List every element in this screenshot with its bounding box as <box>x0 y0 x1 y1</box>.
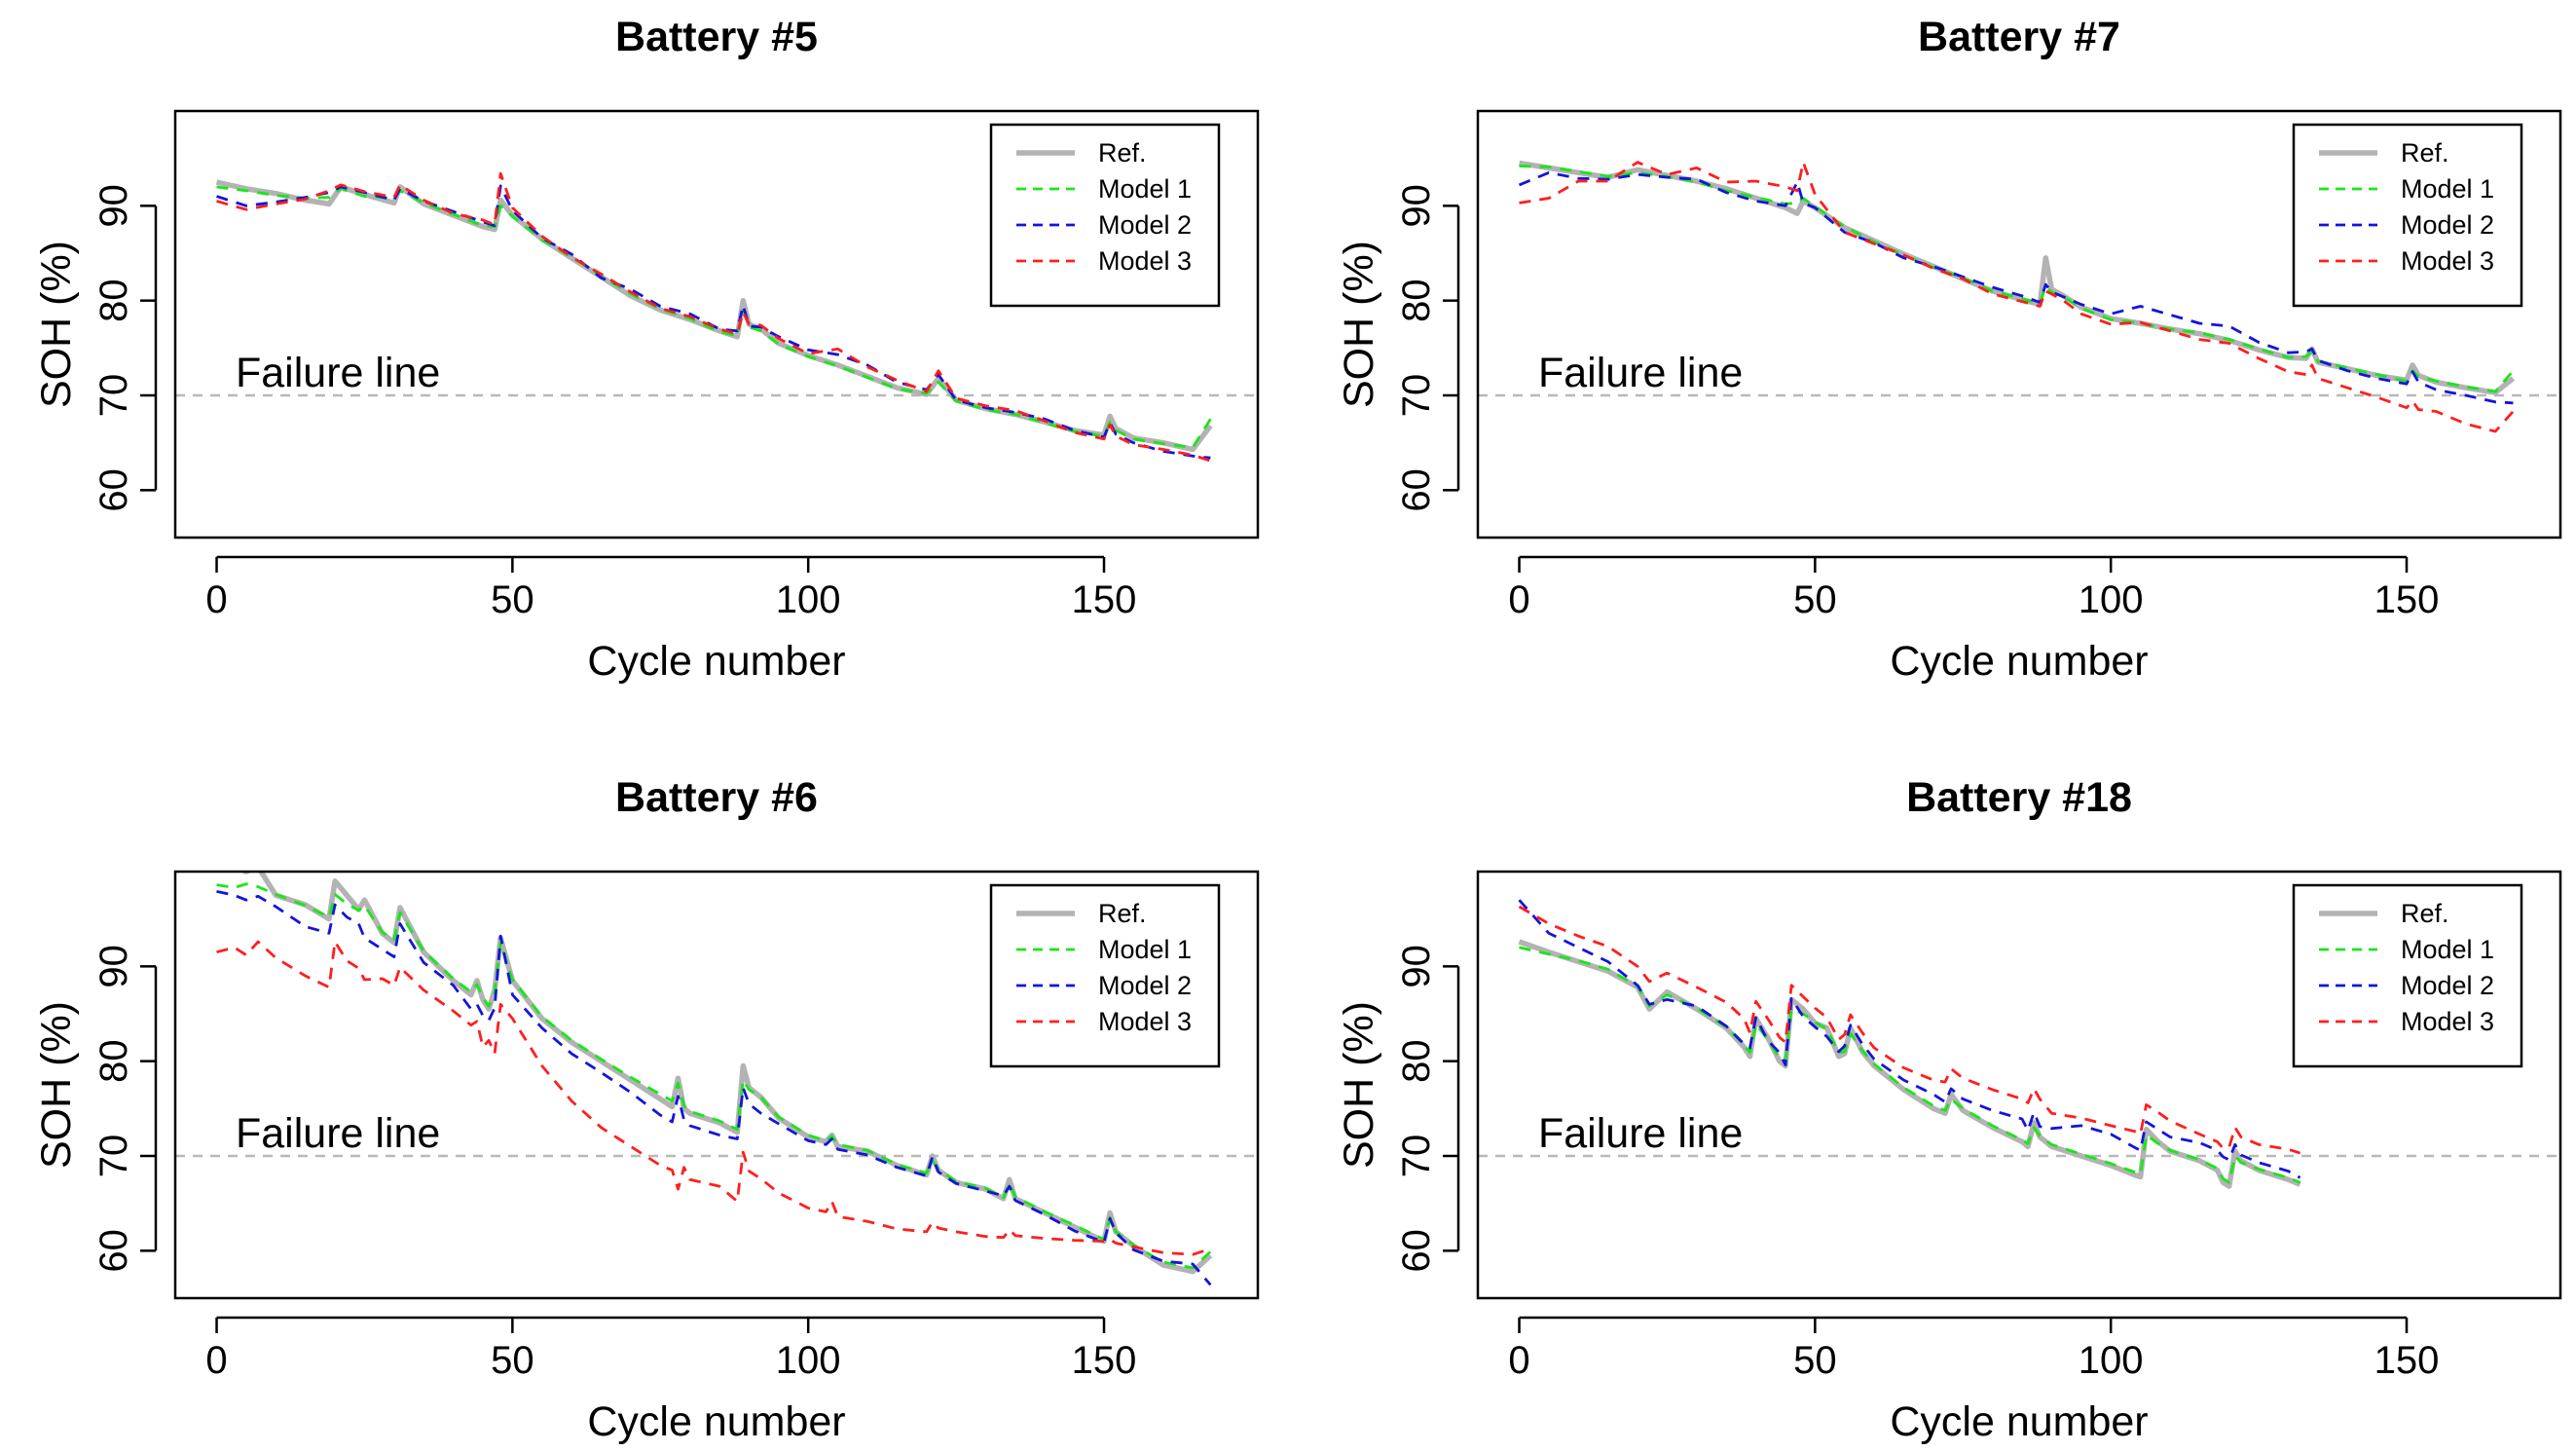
legend: Ref. Model 1 Model 2 Model 3 <box>989 883 1221 1068</box>
x-tick-label: 0 <box>205 1339 227 1382</box>
plot-frame <box>173 870 1260 1300</box>
x-tick-label: 100 <box>2079 578 2144 621</box>
plot-frame <box>1476 870 2562 1300</box>
series-line-model-3 <box>1518 905 2301 1155</box>
y-tick-label: 60 <box>1395 468 1438 512</box>
legend-entry: Model 1 <box>2401 935 2494 964</box>
x-tick-label: 0 <box>1508 1339 1529 1382</box>
failure-line-label: Failure line <box>236 350 440 396</box>
x-axis-label: Cycle number <box>1890 1398 2148 1445</box>
legend-entry: Ref. <box>1098 899 1147 928</box>
legend-entry: Ref. <box>2401 138 2449 168</box>
x-tick-label: 0 <box>205 578 227 621</box>
plot-frame <box>173 109 1260 540</box>
y-tick-label: 80 <box>92 279 135 322</box>
legend: Ref. Model 1 Model 2 Model 3 <box>2292 123 2523 308</box>
y-axis-label: SOH (%) <box>33 1001 80 1169</box>
x-tick-label: 0 <box>1508 578 1529 621</box>
x-axis-label: Cycle number <box>587 638 845 685</box>
x-tick-label: 100 <box>776 578 841 621</box>
chart-panel: Battery #18 Failure line 0 50 100 150 Cycle nu… <box>1336 774 2562 1445</box>
series-line-model-1 <box>1519 165 2515 393</box>
x-tick-label: 50 <box>1793 578 1837 621</box>
legend-entry: Model 3 <box>1098 246 1192 276</box>
x-tick-label: 150 <box>1072 1339 1137 1382</box>
y-tick-label: 90 <box>1395 945 1438 988</box>
legend-entry: Model 1 <box>2401 174 2494 204</box>
legend-entry: Model 3 <box>1098 1007 1192 1036</box>
legend-entry: Model 3 <box>2401 246 2494 276</box>
y-tick-label: 80 <box>1395 1039 1438 1083</box>
series-group <box>1518 899 2301 1189</box>
legend-entry: Model 2 <box>2401 971 2494 1000</box>
y-tick-label: 70 <box>92 1135 135 1178</box>
series-line-model-2 <box>1518 899 2301 1179</box>
series-group <box>216 872 1213 1286</box>
y-tick-label: 70 <box>1395 374 1438 418</box>
series-line-model-3 <box>216 940 1211 1256</box>
x-axis-label: Cycle number <box>587 1398 845 1445</box>
x-tick-label: 50 <box>1793 1339 1837 1382</box>
x-tick-label: 150 <box>2374 1339 2440 1382</box>
chart-title: Battery #18 <box>1906 774 2132 821</box>
y-tick-label: 90 <box>92 945 135 988</box>
legend-entry: Model 1 <box>1098 935 1192 964</box>
chart-title: Battery #6 <box>615 774 818 821</box>
chart-title: Battery #5 <box>615 14 818 60</box>
series-line-model-1 <box>216 882 1212 1270</box>
y-tick-label: 60 <box>92 1229 135 1273</box>
series-group <box>1518 160 2516 433</box>
legend-entry: Model 2 <box>1098 210 1192 240</box>
series-line-model-1 <box>1519 946 2301 1184</box>
legend: Ref. Model 1 Model 2 Model 3 <box>989 123 1221 308</box>
y-tick-label: 60 <box>92 468 135 512</box>
x-tick-label: 150 <box>1072 578 1137 621</box>
x-axis-label: Cycle number <box>1890 638 2148 685</box>
failure-line-label: Failure line <box>1538 1110 1743 1157</box>
failure-line-label: Failure line <box>236 1110 440 1157</box>
y-tick-label: 90 <box>1395 184 1438 228</box>
series-line-model-2 <box>216 890 1212 1286</box>
legend-entry: Model 2 <box>1098 971 1192 1000</box>
y-tick-label: 80 <box>1395 279 1438 322</box>
series-group <box>215 171 1213 463</box>
series-line-model-3 <box>1519 161 2515 433</box>
legend: Ref. Model 1 Model 2 Model 3 <box>2292 883 2523 1068</box>
chart-panel: Battery #6 Failure line 0 50 100 150 Cycle num… <box>33 774 1260 1445</box>
series-line-ref <box>239 872 1213 1275</box>
chart-panel: Battery #7 Failure line 0 50 100 150 Cycle num… <box>1336 14 2562 685</box>
plot-frame <box>1476 109 2562 540</box>
chart-title: Battery #7 <box>1918 14 2120 60</box>
y-tick-label: 90 <box>92 184 135 228</box>
y-tick-label: 60 <box>1395 1229 1438 1273</box>
legend-entry: Ref. <box>1098 138 1147 168</box>
series-line-model-3 <box>216 171 1211 463</box>
failure-line-label: Failure line <box>1538 350 1743 396</box>
legend-entry: Ref. <box>2401 899 2449 928</box>
series-line-ref <box>1519 160 2516 395</box>
x-tick-label: 150 <box>2374 578 2440 621</box>
chart-panel: Battery #5 Failure line 0 50 100 150 Cycle num… <box>33 14 1260 685</box>
x-tick-label: 100 <box>776 1339 841 1382</box>
y-tick-label: 70 <box>1395 1135 1438 1178</box>
y-axis-label: SOH (%) <box>1336 241 1382 408</box>
y-tick-label: 70 <box>92 374 135 418</box>
y-tick-label: 80 <box>92 1039 135 1083</box>
legend-box <box>2292 123 2523 308</box>
y-axis-label: SOH (%) <box>33 241 80 408</box>
x-tick-label: 50 <box>491 578 534 621</box>
legend-entry: Model 3 <box>2401 1007 2494 1036</box>
x-tick-label: 100 <box>2079 1339 2144 1382</box>
x-tick-label: 50 <box>491 1339 534 1382</box>
legend-entry: Model 2 <box>2401 210 2494 240</box>
legend-entry: Model 1 <box>1098 174 1192 204</box>
y-axis-label: SOH (%) <box>1336 1001 1382 1169</box>
